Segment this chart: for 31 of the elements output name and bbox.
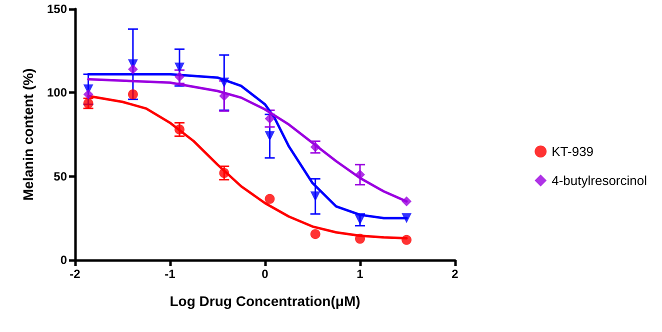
y-axis-title: Melanin content (%) [20, 68, 36, 201]
y-tick-label: 150 [46, 2, 68, 16]
point [219, 78, 230, 88]
point [355, 234, 365, 244]
point [128, 89, 138, 100]
point [402, 196, 412, 206]
point [310, 191, 320, 202]
x-axis-title: Log Drug Concentration(μM) [170, 293, 360, 309]
y-tick-label: 100 [46, 86, 68, 100]
point [264, 114, 275, 124]
point [174, 72, 184, 82]
point [355, 170, 365, 180]
point [219, 91, 230, 102]
legend-label: KT-939 [552, 144, 594, 159]
point [83, 89, 94, 100]
point [402, 213, 412, 224]
point [219, 168, 230, 178]
point [264, 194, 275, 204]
point [310, 229, 320, 240]
x-tick-label: -1 [164, 267, 176, 281]
x-tick-label: 0 [262, 267, 269, 281]
point [174, 124, 184, 134]
legend-label: 4-butylresorcinol [552, 173, 648, 188]
point [402, 234, 412, 245]
y-tick-label: 50 [54, 169, 68, 184]
x-tick-label: -2 [70, 267, 81, 281]
x-tick-label: 2 [452, 267, 459, 281]
point [128, 64, 138, 74]
point [174, 62, 184, 73]
y-tick-label: 0 [60, 253, 68, 267]
x-tick-label: 1 [356, 267, 364, 281]
